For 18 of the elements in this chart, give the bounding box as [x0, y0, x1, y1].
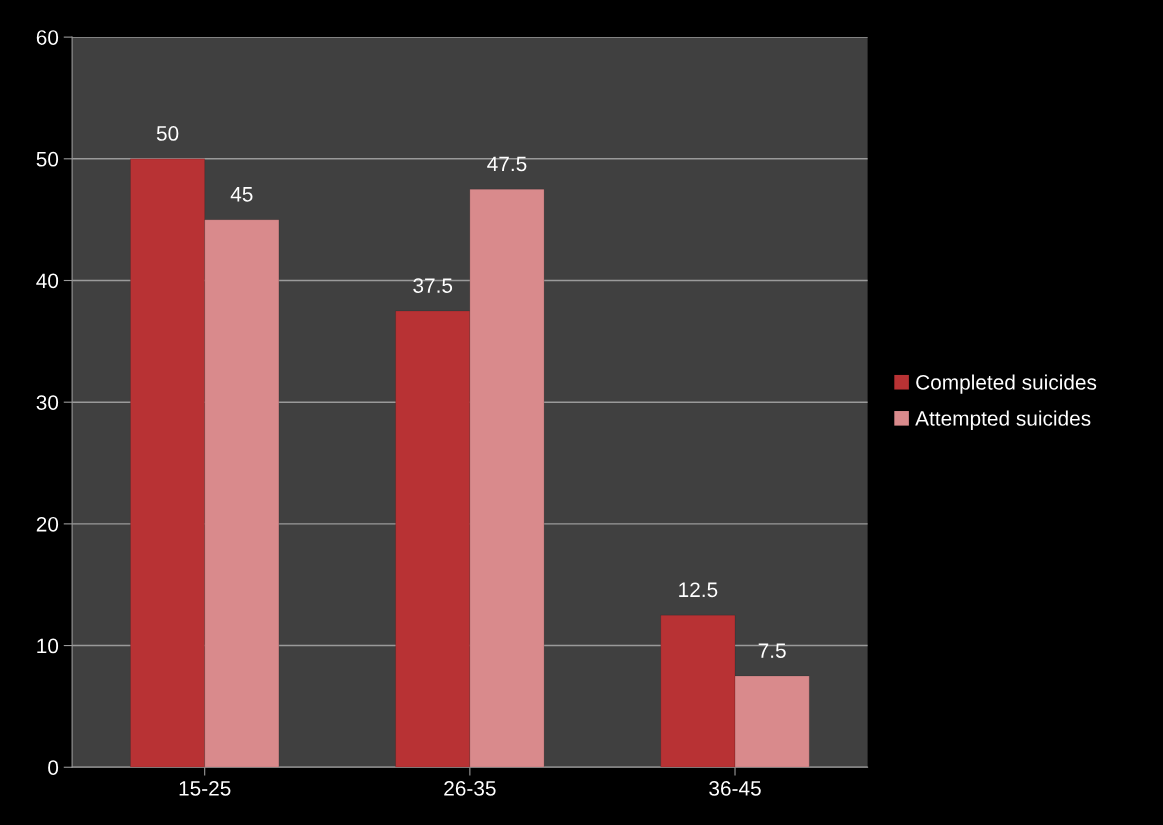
y-tick-label: 60 [36, 30, 59, 45]
data-label: 47.5 [487, 156, 527, 172]
data-label: 45 [230, 187, 253, 202]
data-label: 50 [156, 126, 179, 141]
data-label: 37.5 [413, 278, 453, 293]
legend-label: Attempted suicides [915, 410, 1091, 430]
y-tick-label: 10 [37, 638, 59, 654]
legend-label: Completed suicides [916, 374, 1097, 394]
y-tick-label: 40 [36, 273, 59, 289]
x-tick-label: 15-25 [179, 780, 231, 796]
data-label: 7.5 [758, 643, 786, 658]
y-tick-label: 30 [36, 395, 59, 410]
x-tick-label: 26-35 [444, 780, 496, 796]
data-label: 12.5 [679, 582, 718, 598]
y-tick-label: 50 [36, 151, 59, 167]
y-tick-label: 20 [36, 516, 59, 532]
y-tick-label: 0 [48, 760, 59, 775]
x-tick-label: 36-45 [709, 780, 761, 796]
